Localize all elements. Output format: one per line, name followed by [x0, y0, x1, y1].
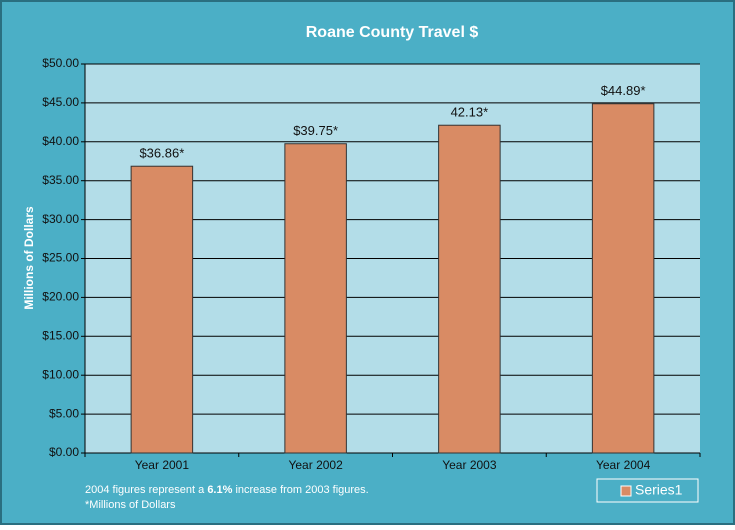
- x-tick-label: Year 2002: [288, 458, 343, 472]
- bar: [591, 103, 655, 454]
- y-tick-label: $45.00: [42, 95, 79, 109]
- y-tick-label: $25.00: [42, 251, 79, 265]
- bar: [284, 143, 347, 454]
- y-tick-label: $0.00: [49, 445, 79, 459]
- legend-swatch: [620, 485, 632, 497]
- x-tick-label: Year 2001: [135, 458, 190, 472]
- footnote-bold: 6.1%: [207, 484, 232, 496]
- footnote-text: increase from 2003 figures.: [232, 484, 368, 496]
- data-label: 42.13*: [451, 105, 489, 120]
- chart-title: Roane County Travel $: [306, 24, 479, 41]
- data-label: $36.86*: [139, 146, 184, 161]
- bar: [438, 124, 501, 454]
- footnote-note: *Millions of Dollars: [85, 499, 176, 511]
- y-tick-label: $50.00: [42, 56, 79, 70]
- legend: [596, 478, 699, 503]
- bar: [130, 165, 194, 454]
- footnote: 2004 figures represent a 6.1% increase f…: [85, 484, 369, 496]
- y-tick-label: $15.00: [42, 328, 79, 342]
- footnote-text: 2004 figures represent a: [85, 484, 207, 496]
- data-label: $39.75*: [293, 123, 338, 138]
- y-tick-label: $10.00: [42, 367, 79, 381]
- legend-label: Series1: [635, 482, 683, 498]
- y-tick-label: $20.00: [42, 290, 79, 304]
- y-tick-label: $5.00: [49, 406, 79, 420]
- data-label: $44.89*: [601, 83, 646, 98]
- y-tick-label: $35.00: [42, 173, 79, 187]
- y-tick-label: $30.00: [42, 212, 79, 226]
- y-tick-label: $40.00: [42, 134, 79, 148]
- y-axis-label: Millions of Dollars: [22, 206, 36, 310]
- x-tick-label: Year 2004: [596, 458, 651, 472]
- x-tick-label: Year 2003: [442, 458, 497, 472]
